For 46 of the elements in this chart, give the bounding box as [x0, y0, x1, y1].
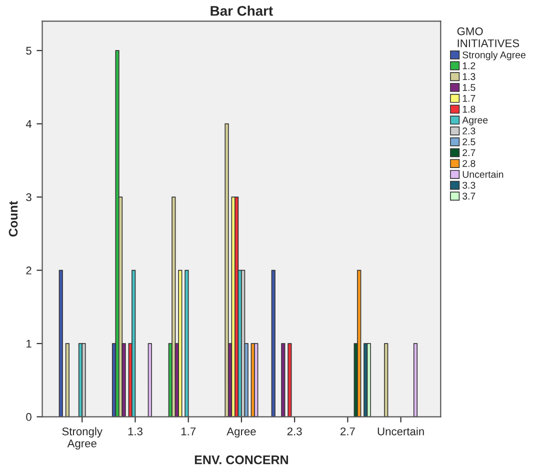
- x-tick-label: 2.7: [340, 427, 355, 436]
- legend-label: Uncertain: [462, 170, 504, 178]
- bar: [271, 270, 276, 417]
- bar: [254, 343, 258, 417]
- legend-label: 1.2: [462, 62, 476, 70]
- chart-title: Bar Chart: [210, 6, 273, 16]
- x-tick-label: 1.7: [181, 428, 196, 436]
- y-tick-label: 0: [26, 413, 32, 421]
- bar: [148, 343, 152, 417]
- bar: [58, 270, 63, 417]
- y-tick-label: 4: [26, 120, 32, 128]
- bar: [288, 343, 292, 417]
- x-tick-label: Agree: [226, 428, 256, 438]
- bar: [224, 123, 229, 417]
- legend-label: 1.8: [462, 106, 476, 113]
- legend-label: 1.3: [462, 73, 476, 80]
- y-tick-label: 3: [26, 193, 32, 202]
- legend-label: Agree: [462, 116, 488, 126]
- y-axis-title: Count: [8, 201, 18, 237]
- bar: [366, 343, 371, 417]
- legend-label: 2.5: [462, 138, 476, 146]
- x-tick-label: 1.3: [128, 427, 142, 436]
- bar: [281, 343, 286, 417]
- legend-label: 3.7: [462, 192, 476, 200]
- bar: [65, 343, 70, 417]
- legend-label: 2.3: [462, 128, 476, 134]
- y-tick-label: 1: [26, 340, 32, 348]
- bar: [178, 270, 182, 417]
- legend-title: GMO INITIATIVES: [457, 27, 520, 48]
- y-tick-label: 5: [26, 46, 32, 55]
- bar: [357, 270, 362, 417]
- x-tick-label: Strongly Agree: [62, 427, 102, 450]
- legend-label: 2.7: [462, 149, 476, 156]
- bar: [115, 50, 120, 417]
- x-tick-label: Uncertain: [378, 427, 424, 436]
- bar: [384, 343, 388, 417]
- bar: [172, 196, 176, 417]
- legend-label: 3.3: [462, 182, 476, 189]
- x-tick-label: 2.3: [287, 427, 302, 436]
- legend-label: 1.7: [462, 95, 476, 102]
- legend-label: 2.8: [462, 160, 476, 167]
- legend-label: Strongly Agree: [462, 51, 526, 60]
- bar: [413, 343, 418, 417]
- x-axis-title: ENV. CONCERN: [194, 455, 288, 464]
- y-tick-label: 2: [26, 266, 32, 274]
- legend-label: 1.5: [462, 84, 476, 91]
